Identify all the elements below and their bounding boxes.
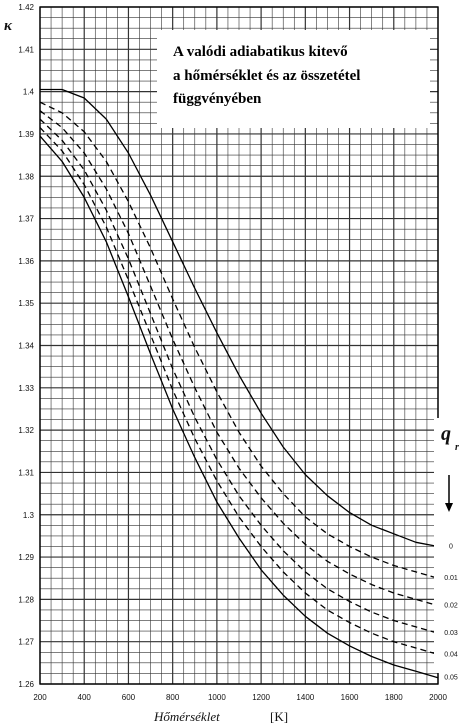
y-tick-label: 1.32 [18,426,34,435]
x-tick-label: 400 [78,693,92,702]
parameter-value-label: 0.03 [444,630,458,637]
y-axis-ticks: 1.26 1.27 1.28 1.29 1.3 1.31 1.32 1.33 1.34 1.35 1… [18,3,34,689]
x-tick-label: 600 [122,693,136,702]
series-line-q-0.04 [39,127,439,656]
chart-title-line-3: függvényében [173,91,262,107]
series-line-q-0.01 [39,101,439,579]
y-tick-label: 1.35 [18,299,34,308]
y-tick-label: 1.3 [23,511,35,520]
x-axis-unit: [K] [270,709,288,724]
y-tick-label: 1.36 [18,257,34,266]
chart-title-line-1: A valódi adiabatikus kitevő [173,44,348,60]
x-axis-label: Hőmérséklet [153,709,220,724]
parameter-value-label: 0.05 [444,675,458,682]
x-tick-label: 1000 [208,693,226,702]
chart-title-line-2: a hőmérséklet és az összetétel [173,68,360,84]
y-tick-label: 1.28 [18,595,34,604]
parameter-panel [434,418,464,673]
parameter-values: 0 0.01 0.02 0.03 0.04 0.05 [444,543,458,681]
y-tick-label: 1.41 [18,45,34,54]
series-line-q-0.03 [39,118,439,634]
y-tick-label: 1.42 [18,3,34,12]
x-tick-label: 2000 [429,693,447,702]
y-tick-label: 1.37 [18,215,34,224]
x-tick-label: 200 [33,693,47,702]
x-tick-label: 1600 [341,693,359,702]
parameter-subscript: r [455,442,459,453]
parameter-value-label: 0.04 [444,651,458,658]
y-axis-label: κ [4,18,13,34]
y-tick-label: 1.38 [18,172,34,181]
parameter-value-label: 0 [449,543,453,550]
x-axis-ticks: 200 400 600 800 1000 1200 1400 1600 1800 2000 [33,693,447,702]
plot-frame [39,6,439,685]
y-tick-label: 1.26 [18,680,34,689]
series-line-q-0 [40,88,439,548]
series-line-q-0.02 [39,110,439,607]
x-tick-label: 800 [166,693,180,702]
arrow-down-icon [445,503,453,512]
y-tick-label: 1.4 [23,88,35,97]
title-box [157,30,430,128]
parameter-value-label: 0.01 [444,575,458,582]
y-tick-label: 1.31 [18,468,34,477]
series-line-q-0.05 [39,135,439,679]
series-lines [39,88,439,679]
y-tick-label: 1.29 [18,553,34,562]
parameter-value-label: 0.02 [444,603,458,610]
y-tick-label: 1.33 [18,384,34,393]
y-tick-label: 1.27 [18,638,34,647]
x-tick-label: 1200 [252,693,270,702]
x-tick-label: 1800 [385,693,403,702]
x-tick-label: 1400 [296,693,314,702]
y-tick-label: 1.34 [18,342,34,351]
parameter-label: q [441,423,451,445]
y-tick-label: 1.39 [18,130,34,139]
